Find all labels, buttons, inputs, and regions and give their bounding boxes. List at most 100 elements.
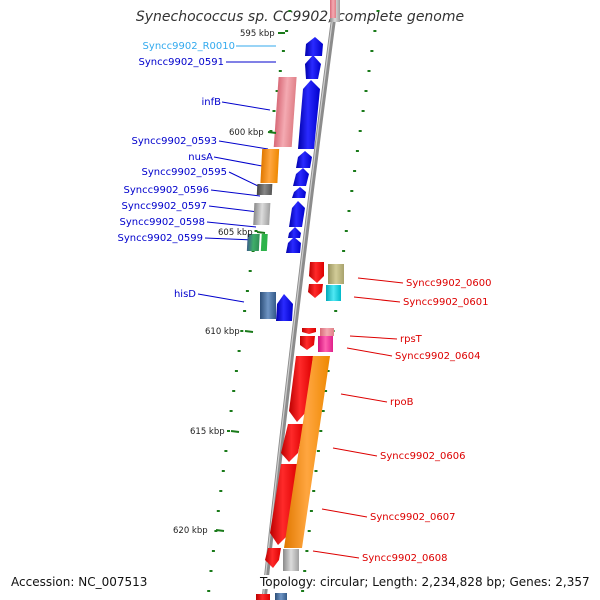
reverse-gene-labels: Syncc9902_0600 Syncc9902_0601 rpsT Syncc… (362, 278, 492, 564)
leader-line (213, 156, 263, 167)
leader-line (204, 237, 255, 241)
accession-text: Accession: NC_007513 (9, 575, 150, 589)
leader-lines (197, 45, 404, 559)
gene-feature (330, 0, 336, 18)
ruler-dot (326, 370, 330, 372)
ruler-dot (376, 10, 380, 12)
gene-arrow (308, 284, 323, 298)
forward-other-features (246, 77, 297, 319)
scale-label: 610 kbp (205, 327, 240, 337)
ruler-dot (211, 550, 215, 552)
ruler-dot (324, 390, 328, 392)
gene-arrow (276, 294, 293, 321)
ruler-dot (219, 490, 223, 492)
gene-label[interactable]: rpsT (400, 334, 423, 345)
gene-label[interactable]: Syncc9902_0604 (395, 351, 481, 362)
ruler-dot (281, 50, 285, 52)
genome-backbone-highlight (262, 0, 336, 600)
gene-label[interactable]: Syncc9902_0608 (362, 553, 448, 564)
ruler-dot (240, 330, 244, 332)
scale-labels: 595 kbp 600 kbp 605 kbp 610 kbp 615 kbp … (173, 29, 275, 536)
gene-label[interactable]: Syncc9902_0595 (142, 167, 228, 178)
gene-arrow (292, 187, 306, 198)
leader-line (208, 205, 259, 213)
gene-label[interactable]: Syncc9902_0593 (132, 136, 218, 147)
gene-feature (260, 149, 280, 183)
ruler-dot (254, 230, 258, 232)
ruler-dot (367, 70, 371, 72)
ruler-dot (272, 110, 276, 112)
scale-label: 600 kbp (229, 128, 264, 138)
gene-label[interactable]: Syncc9902_0601 (403, 297, 489, 308)
gene-feature (284, 356, 330, 548)
scale-tick (267, 131, 277, 134)
ruler-dot (370, 50, 374, 52)
scale-tick (244, 330, 254, 333)
ruler-dot (355, 150, 359, 152)
gene-label-rna[interactable]: Syncc9902_R0010 (143, 41, 235, 52)
gene-label[interactable]: Syncc9902_0596 (124, 185, 210, 196)
ruler-dot (361, 110, 365, 112)
forward-gene-labels: Syncc9902_R0010 Syncc9902_0591 infB Sync… (118, 41, 236, 300)
ruler-dot (245, 290, 249, 292)
gene-feature (283, 549, 299, 571)
ruler-dot (358, 130, 362, 132)
scale-tick (215, 529, 225, 532)
ruler-dot (278, 70, 282, 72)
gene-label[interactable]: Syncc9902_0607 (370, 512, 456, 523)
gene-feature (320, 328, 334, 336)
gene-feature (246, 234, 260, 251)
ruler-dot (316, 450, 320, 452)
leader-line (321, 508, 368, 518)
gene-label[interactable]: Syncc9902_0597 (122, 201, 208, 212)
gene-label[interactable]: Syncc9902_0598 (120, 217, 206, 228)
gene-arrow (305, 55, 321, 79)
gene-label[interactable]: Syncc9902_0606 (380, 451, 466, 462)
leader-line (197, 293, 245, 303)
ruler-dot (334, 310, 338, 312)
reverse-other-features (275, 264, 344, 600)
gene-label[interactable]: rpoB (390, 397, 414, 408)
gene-label[interactable]: Syncc9902_0591 (139, 57, 225, 68)
ruler-dot (221, 470, 225, 472)
ruler-dot (232, 390, 236, 392)
ruler-dot (275, 90, 279, 92)
gene-label[interactable]: Syncc9902_0599 (118, 233, 204, 244)
ruler-dot (248, 270, 252, 272)
ruler-dot (344, 230, 348, 232)
ruler-dot (342, 250, 346, 252)
gene-arrow (281, 424, 304, 462)
scale-label: 620 kbp (173, 526, 208, 536)
gene-arrow (309, 262, 324, 283)
gene-arrow (286, 237, 301, 253)
scale-label: 615 kbp (190, 427, 225, 437)
gene-arrow (293, 168, 309, 186)
leader-line (206, 221, 257, 228)
gene-label[interactable]: Syncc9902_0600 (406, 278, 492, 289)
scale-label: 605 kbp (218, 228, 253, 238)
scale-tick (256, 231, 266, 234)
gene-arrow (302, 328, 316, 334)
gene-feature (256, 184, 273, 195)
ruler-dot (350, 190, 354, 192)
ruler-dot (237, 350, 241, 352)
leader-line (340, 393, 388, 403)
gene-label[interactable]: infB (202, 97, 222, 108)
ruler-dot (373, 30, 377, 32)
ruler-dot (243, 310, 247, 312)
gene-feature (273, 77, 297, 147)
gene-label[interactable]: hisD (174, 289, 196, 300)
gene-arrow (296, 151, 312, 168)
leader-line (218, 140, 269, 150)
gene-arrow (300, 336, 315, 350)
ruler-dot (353, 170, 357, 172)
ruler-dot (319, 430, 323, 432)
ruler-dot (312, 490, 316, 492)
leader-line (357, 277, 404, 284)
scale-ticks (215, 32, 285, 532)
gene-feature (260, 234, 268, 251)
gene-label[interactable]: nusA (188, 152, 213, 163)
gene-feature (256, 594, 270, 600)
leader-line (349, 335, 398, 340)
